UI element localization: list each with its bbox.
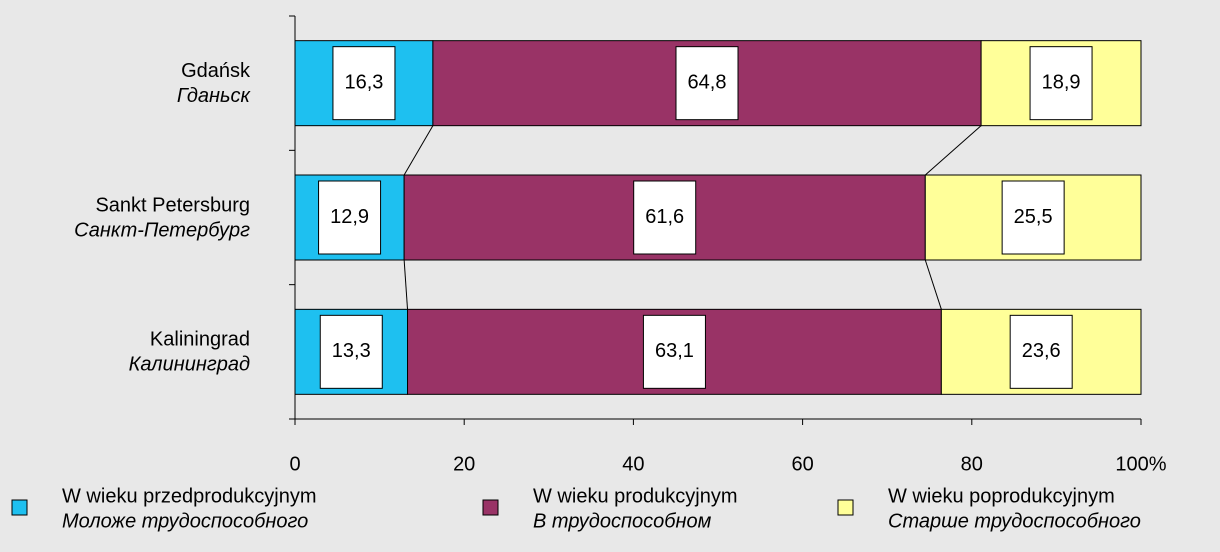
series-line	[924, 125, 982, 176]
value-label-box	[633, 180, 697, 255]
x-tick-label: 80	[961, 453, 983, 475]
value-label: 64,8	[688, 71, 727, 93]
value-label: 12,9	[330, 206, 369, 228]
value-label: 25,5	[1014, 206, 1053, 228]
legend-swatch	[482, 499, 499, 516]
legend-label-ru: Старше трудоспособного	[888, 510, 1141, 532]
x-tick-label: 0	[289, 453, 300, 475]
x-tick-label: 60	[791, 453, 813, 475]
x-tick-label: 20	[453, 453, 475, 475]
x-tick-label: 100%	[1115, 453, 1166, 475]
category-label-ru: Калининград	[129, 354, 250, 376]
x-tick-label: 40	[622, 453, 644, 475]
value-label-box	[1009, 314, 1073, 389]
legend-label-ru: Моложе трудоспособного	[62, 510, 308, 532]
value-label-box	[1029, 46, 1093, 121]
value-label-box	[642, 314, 706, 389]
series-line	[403, 125, 434, 176]
category-label: Gdańsk	[181, 60, 251, 82]
value-label-box	[675, 46, 739, 121]
value-label: 13,3	[332, 340, 371, 362]
value-label-box	[332, 46, 396, 121]
value-label: 63,1	[655, 340, 694, 362]
legend-swatch	[11, 499, 28, 516]
value-label: 23,6	[1022, 340, 1061, 362]
value-label-box	[318, 180, 382, 255]
value-label-box	[1001, 180, 1065, 255]
series-line	[924, 259, 942, 310]
category-label: Sankt Petersburg	[95, 194, 250, 216]
value-label: 16,3	[344, 71, 383, 93]
legend-label: W wieku poprodukcyjnym	[888, 485, 1115, 507]
value-label: 61,6	[645, 206, 684, 228]
legend-swatch	[837, 499, 854, 516]
value-label-box	[319, 314, 383, 389]
legend-label: W wieku produkcyjnym	[533, 485, 738, 507]
legend-label: W wieku przedprodukcyjnym	[62, 485, 317, 507]
category-label: Kaliningrad	[150, 329, 250, 351]
value-label: 18,9	[1042, 71, 1081, 93]
legend-label-ru: В трудоспособном	[533, 510, 712, 532]
category-label-ru: Санкт-Петербург	[74, 219, 250, 241]
category-label-ru: Гданьск	[177, 85, 252, 107]
series-line	[403, 259, 409, 310]
